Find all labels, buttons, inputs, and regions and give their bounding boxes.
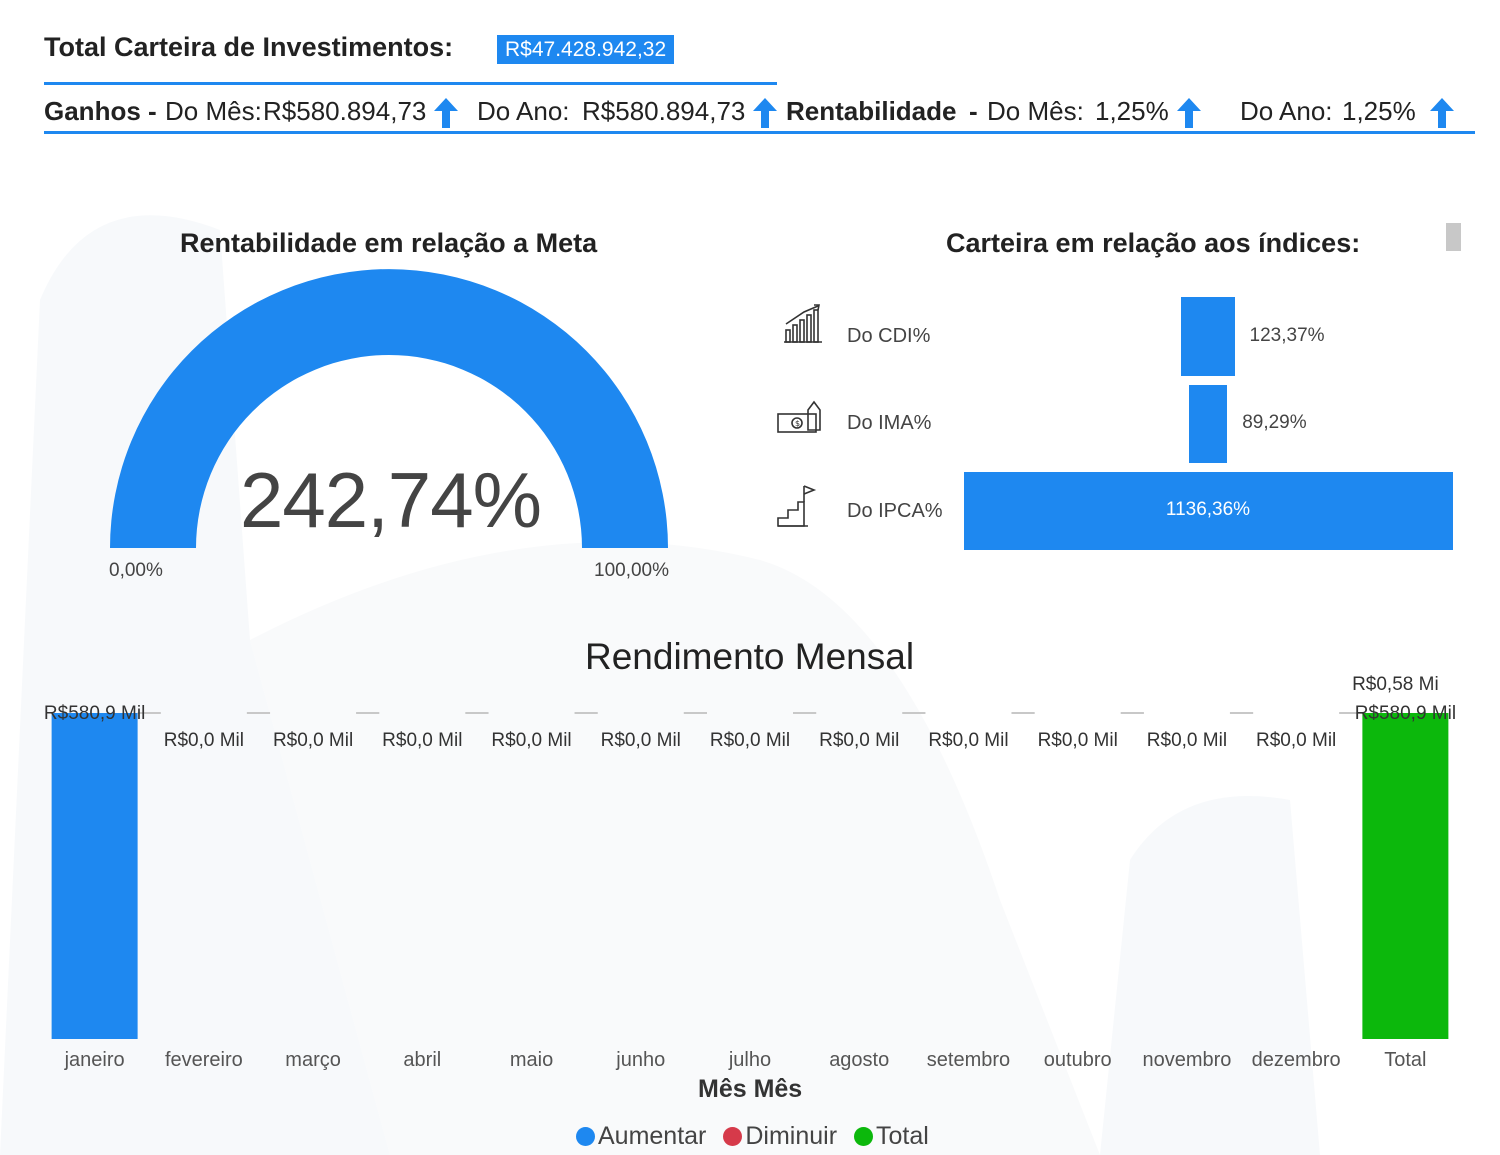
gains-month-value: R$580.894,73 [263, 96, 427, 126]
rentability-month-value: 1,25% [1095, 96, 1169, 126]
indices-title: Carteira em relação aos índices: [946, 228, 1361, 258]
gauge-title: Rentabilidade em relação a Meta [180, 228, 598, 258]
index-bar-ipca[interactable] [963, 472, 1453, 550]
data-label: R$0,0 Mil [273, 730, 353, 751]
waterfall-bar-12[interactable] [1362, 713, 1449, 1039]
data-label: R$0,0 Mil [382, 730, 462, 751]
scrollbar-thumb[interactable] [1446, 223, 1461, 251]
gains-dash: - [148, 96, 157, 126]
legend-label-total: Total [875, 1121, 929, 1150]
index-label-ipca: Do IPCA% [847, 500, 943, 522]
portfolio-total-title: Total Carteira de Investimentos: [44, 32, 454, 62]
index-value-cdi: 123,37% [1249, 324, 1325, 346]
chart-legend: Aumentar Diminuir Total [576, 1121, 929, 1151]
gauge-max-label: 100,00% [594, 560, 670, 581]
data-label: R$0,0 Mil [491, 730, 571, 751]
legend-label-diminuir: Diminuir [745, 1121, 838, 1150]
data-label: R$0,0 Mil [164, 730, 244, 751]
data-label: R$0,0 Mil [1038, 730, 1118, 751]
rentability-label: Rentabilidade [786, 96, 957, 126]
arrow-up-icon [434, 98, 458, 128]
x-tick-label: outubro [1044, 1049, 1112, 1071]
data-label: R$580,9 Mil [1355, 703, 1456, 724]
x-tick-label: abril [403, 1049, 441, 1071]
legend-label-aumentar: Aumentar [598, 1121, 707, 1150]
stairs-flag-icon [777, 485, 817, 527]
index-bar-ima[interactable] [1188, 385, 1228, 463]
gauge-arc [110, 269, 668, 548]
rentability-dash: - [969, 96, 978, 126]
data-label: R$0,0 Mil [819, 730, 899, 751]
x-tick-label: agosto [829, 1049, 889, 1071]
x-tick-label: dezembro [1252, 1049, 1341, 1071]
header-divider-long [44, 131, 1475, 134]
waterfall-bar-0[interactable] [51, 713, 138, 1039]
portfolio-total-value: R$47.428.942,32 [497, 35, 675, 64]
legend-dot-total [853, 1126, 873, 1146]
index-value-ima: 89,29% [1242, 412, 1307, 433]
gauge-min-label: 0,00% [109, 560, 163, 581]
x-tick-label: junho [615, 1049, 665, 1071]
gains-year-label: Do Ano: [477, 96, 570, 126]
svg-text:$: $ [795, 419, 800, 428]
data-label: R$0,0 Mil [1147, 730, 1227, 751]
data-label: R$0,0 Mil [1256, 730, 1336, 751]
gauge-value: 242,74% [240, 456, 542, 544]
waterfall-title: Rendimento Mensal [585, 636, 915, 677]
header-divider [44, 82, 777, 85]
index-value-ipca: 1136,36% [1165, 499, 1251, 520]
gains-month-label: Do Mês: [165, 96, 262, 126]
data-label: R$0,0 Mil [601, 730, 681, 751]
gains-label: Ganhos [44, 96, 141, 126]
x-tick-label: setembro [927, 1049, 1010, 1071]
legend-dot-aumentar [576, 1126, 595, 1146]
chart-growth-icon [784, 304, 822, 343]
x-tick-label: novembro [1142, 1049, 1231, 1071]
rentability-year-value: 1,25% [1342, 96, 1416, 126]
x-axis-title: Mês Mês [698, 1075, 803, 1103]
arrow-up-icon [1430, 98, 1454, 128]
x-tick-label: fevereiro [165, 1049, 243, 1071]
index-label-ima: Do IMA% [847, 412, 932, 434]
rentability-gauge[interactable] [100, 260, 680, 560]
arrow-up-icon [1177, 98, 1201, 128]
data-label: R$0,0 Mil [710, 730, 790, 751]
rentability-month-label: Do Mês: [987, 96, 1084, 126]
arrow-up-icon [753, 98, 777, 128]
index-bar-cdi[interactable] [1181, 297, 1235, 376]
x-tick-label: março [285, 1049, 341, 1071]
x-tick-label: janeiro [64, 1049, 125, 1071]
money-house-icon: $ [777, 400, 821, 433]
legend-dot-diminuir [723, 1126, 743, 1146]
x-tick-label: julho [728, 1049, 771, 1071]
index-label-cdi: Do CDI% [847, 325, 931, 347]
x-tick-label: Total [1384, 1049, 1426, 1071]
total-summary-label: R$0,58 Mi [1352, 674, 1439, 695]
data-label: R$580,9 Mil [44, 703, 145, 724]
x-tick-label: maio [510, 1049, 553, 1071]
rentability-year-label: Do Ano: [1240, 96, 1333, 126]
data-label: R$0,0 Mil [928, 730, 1008, 751]
gains-year-value: R$580.894,73 [582, 96, 746, 126]
